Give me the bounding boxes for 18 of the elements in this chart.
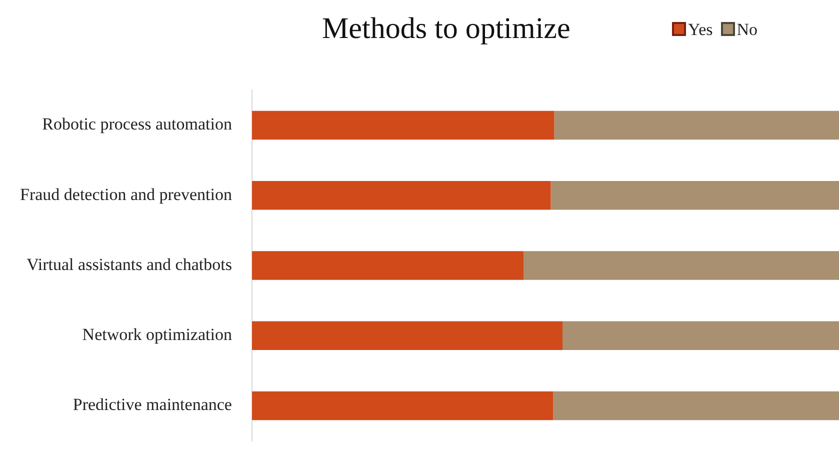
bar xyxy=(252,181,551,210)
bar xyxy=(554,110,839,140)
chart-title: Methods to optimize xyxy=(322,12,570,46)
bar xyxy=(524,251,839,280)
bar xyxy=(550,181,839,210)
y-tick-label: Fraud detection and prevention xyxy=(20,184,232,204)
legend-label: No xyxy=(736,20,758,40)
y-tick-label: Network optimization xyxy=(82,325,232,344)
y-tick-label: Robotic process automation xyxy=(42,114,232,134)
y-tick-label: Predictive maintenance xyxy=(72,395,232,414)
bar xyxy=(252,391,554,420)
bar xyxy=(562,321,839,350)
bar xyxy=(252,321,563,350)
legend-label: Yes xyxy=(687,20,713,40)
bar xyxy=(252,251,524,280)
y-tick-label: Virtual assistants and chatbots xyxy=(26,254,232,274)
bar xyxy=(252,110,554,140)
bar xyxy=(553,391,839,420)
